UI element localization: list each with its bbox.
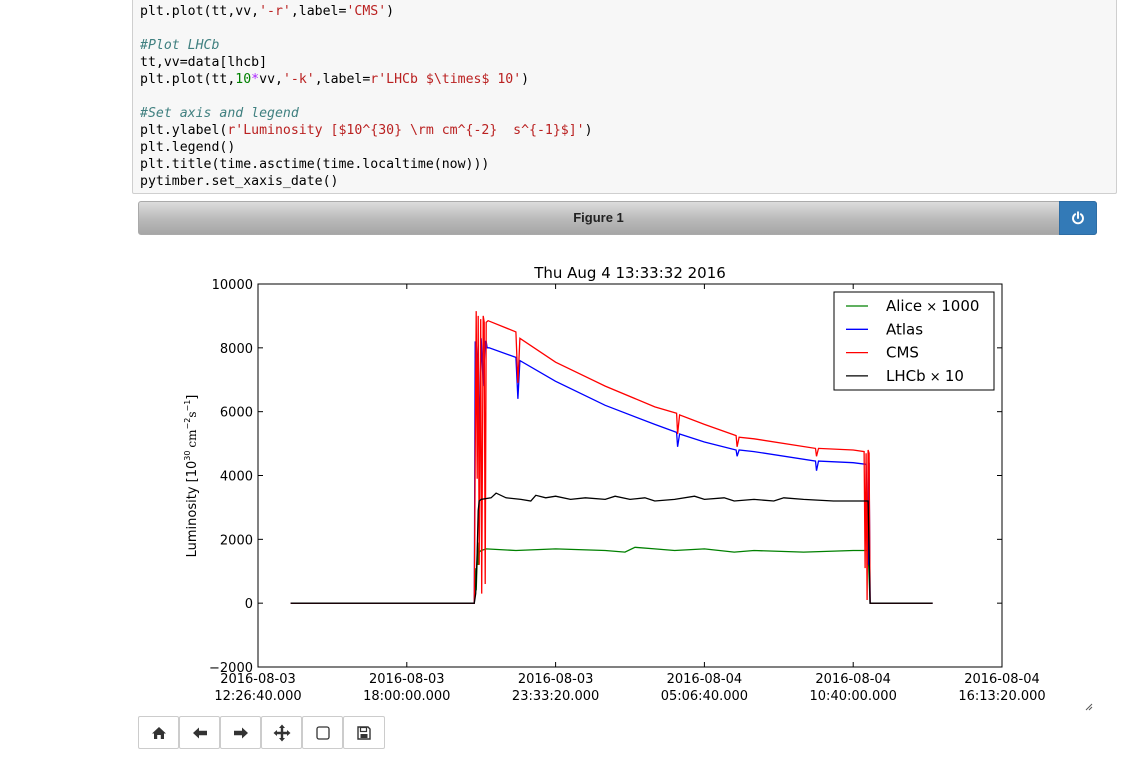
zoom-rect-icon [315,725,330,740]
back-arrow-icon [192,727,207,738]
x-tick-label: 2016-08-03 [518,672,594,687]
code-token: #Plot LHCb [140,38,220,53]
code-token: 'CMS' [346,4,387,19]
close-figure-button[interactable] [1059,201,1097,235]
home-button[interactable] [138,716,179,749]
save-button[interactable] [343,716,385,749]
forward-button[interactable] [220,716,261,749]
legend-label-atlas: Atlas [886,320,923,338]
code-line: plt.legend() [140,139,593,156]
luminosity-chart[interactable]: Thu Aug 4 13:33:32 2016 10000 8000 6000 400… [138,236,1097,712]
resize-handle[interactable] [1085,703,1093,711]
figure-canvas[interactable]: Thu Aug 4 13:33:32 2016 10000 8000 6000 400… [138,236,1097,712]
code-token: ) [386,4,395,19]
series-line-lhcb [290,492,933,604]
code-token: r'LHCb $\times$ 10' [370,72,522,87]
legend-label-alice: Alice × 1000 [886,297,979,315]
code-line: #Set axis and legend [140,105,593,122]
zoom-rect-button[interactable] [302,716,343,749]
code-token: '-r' [259,4,291,19]
x-tick-label: 2016-08-04 [964,672,1040,687]
x-tick-label: 10:40:00.000 [810,689,897,704]
code-token: ) [521,72,530,87]
x-tick-label: 05:06:40.000 [661,689,748,704]
code-line [140,20,593,37]
code-line: plt.ylabel(r'Luminosity [$10^{30} \rm cm… [140,122,593,139]
ticks-layer: 1000080006000400020000−20002016-08-0312:… [209,278,1046,704]
code-token: plt.plot(tt,vv, [140,4,260,19]
code-token: tt,vv=data[lhcb] [140,55,268,70]
y-tick-label: 10000 [212,278,253,293]
x-tick-label: 2016-08-03 [369,672,445,687]
chart-title: Thu Aug 4 13:33:32 2016 [533,264,726,282]
x-tick-label: 2016-08-04 [815,672,891,687]
code-cell[interactable]: plt.plot(tt,vv,'-r',label='CMS') #Plot LH… [132,0,1117,194]
y-axis-label: Luminosity [1030 cm−2s−1] [183,395,200,558]
code-token: ,label= [290,4,347,19]
code-line: plt.title(time.asctime(time.localtime(no… [140,156,593,173]
y-tick-label: 2000 [220,533,253,548]
series-layer [290,311,933,604]
legend-label-cms: CMS [886,344,919,362]
y-tick-label: 4000 [220,470,253,485]
y-tick-label: 6000 [220,406,253,421]
y-axis-label-exp1: 30 [183,451,192,461]
figure-header: Figure 1 [138,201,1097,235]
y-axis-label-exp3: −1 [183,400,192,412]
y-tick-label: −2000 [209,661,253,676]
code-token: plt.title(time.asctime(time.localtime(no… [140,157,490,172]
code-token: #Set axis and legend [140,106,299,121]
code-token: ) [584,123,593,138]
x-tick-label: 12:26:40.000 [214,689,301,704]
x-tick-label: 23:33:20.000 [512,689,599,704]
legend-label-lhcb: LHCb × 10 [886,367,964,385]
code-token: plt.ylabel( [140,123,228,138]
series-line-alice [290,542,933,604]
code-token: ,label= [314,72,371,87]
code-line: tt,vv=data[lhcb] [140,54,593,71]
y-tick-label: 8000 [220,342,253,357]
home-icon [151,726,166,739]
legend: Alice × 1000 Atlas CMS LHCb × 10 [833,291,995,391]
code-token: 10 [235,72,252,87]
code-token: pytimber.set_xaxis_date() [140,174,339,189]
y-axis-label-main: Luminosity [10 [185,461,200,558]
y-axis-label-exp2: −2 [183,418,192,430]
code-line [140,88,593,105]
code-line: #Plot LHCb [140,37,593,54]
y-tick-label: 0 [245,597,253,612]
figure-title: Figure 1 [573,210,624,225]
series-line-cms [290,311,933,604]
y-axis-label-close: ] [185,395,200,400]
y-axis-label-unit: cm [185,429,199,448]
x-tick-label: 18:00:00.000 [363,689,450,704]
code-token: * [251,72,260,87]
save-icon [357,725,371,740]
legend-box [833,291,995,391]
code-editor[interactable]: plt.plot(tt,vv,'-r',label='CMS') #Plot LH… [140,3,593,190]
code-token: plt.plot(tt, [140,72,236,87]
code-token: r'Luminosity [$10^{30} \rm cm^{-2} s^{-1… [227,123,585,138]
x-tick-label: 2016-08-03 [220,672,296,687]
code-token: '-k' [282,72,315,87]
y-axis-label-unit2: s [185,411,199,417]
code-line: plt.plot(tt,10*vv,'-k',label=r'LHCb $\ti… [140,71,593,88]
pan-move-icon [273,724,290,741]
forward-arrow-icon [233,727,248,738]
power-icon [1072,211,1084,225]
code-token: vv, [259,72,283,87]
pan-button[interactable] [261,716,302,749]
x-tick-label: 2016-08-04 [667,672,743,687]
back-button[interactable] [179,716,220,749]
code-line: pytimber.set_xaxis_date() [140,173,593,190]
x-tick-label: 16:13:20.000 [958,689,1045,704]
code-token: plt.legend() [140,140,236,155]
code-line: plt.plot(tt,vv,'-r',label='CMS') [140,3,593,20]
